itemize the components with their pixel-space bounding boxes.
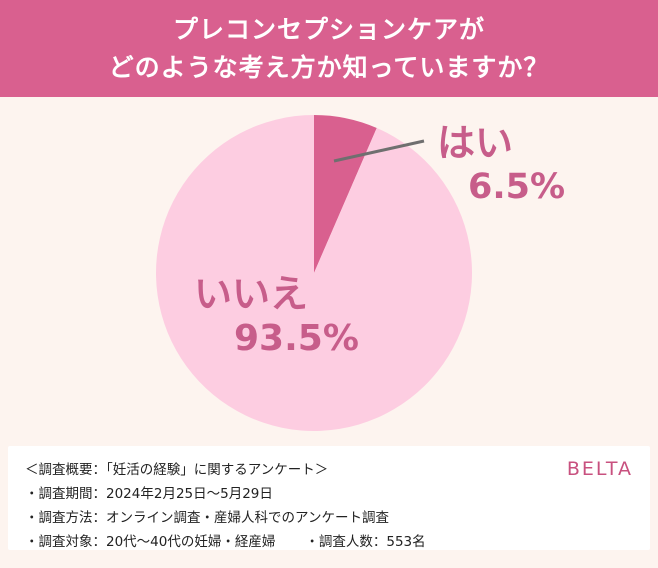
value-yes: 6.5% [468,167,566,207]
pie-slice-no [156,115,473,431]
leader-line [333,139,425,163]
survey-respondents: ・調査人数：553名 [305,534,426,550]
survey-period: ・調査期間：2024年2月25日〜5月29日 [25,486,273,502]
survey-target-row: ・調査対象：20代〜40代の妊婦・経産婦 ・調査人数：553名 [25,530,426,550]
brand-logo: BELTA [566,458,633,480]
pie-svg [156,115,473,431]
label-no: いいえ [194,272,309,316]
value-no: 93.5% [234,318,359,359]
title-banner: プレコンセプションケアが どのような考え方か知っていますか？ [0,0,658,97]
title-line-1: プレコンセプションケアが [172,14,485,44]
title-line-2: どのような考え方か知っていますか？ [108,52,550,82]
pie-chart: はい 6.5% いいえ 93.5% [0,97,658,442]
survey-method: ・調査方法：オンライン調査・産婦人科でのアンケート調査 [25,510,389,526]
survey-target: ・調査対象：20代〜40代の妊婦・経産婦 [25,534,276,550]
label-yes: はい [437,121,514,165]
survey-summary-box: ＜調査概要：「妊活の経験」に関するアンケート＞ ・調査期間：2024年2月25日… [8,446,650,550]
survey-summary-title: ＜調査概要：「妊活の経験」に関するアンケート＞ [25,462,329,478]
